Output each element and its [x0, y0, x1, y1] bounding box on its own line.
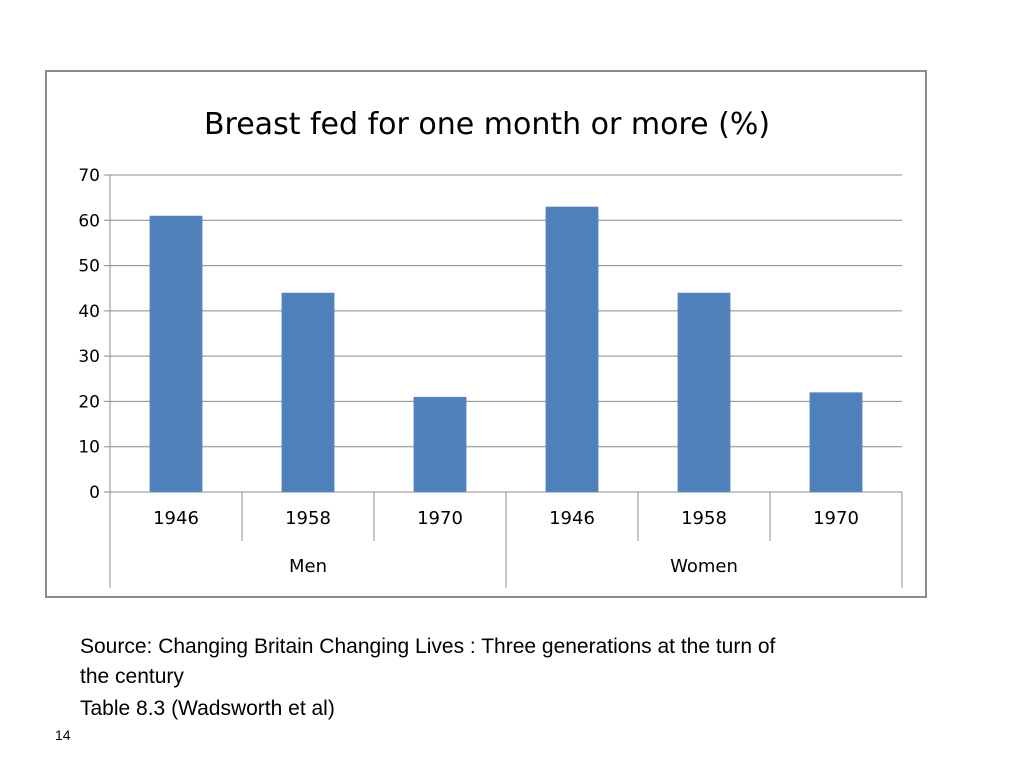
source-line-2: the century	[80, 665, 184, 688]
x-category-label: 1970	[813, 508, 859, 529]
y-tick-label: 60	[78, 211, 100, 231]
y-tick-label: 10	[78, 438, 100, 458]
bar	[677, 292, 731, 492]
x-category-label: 1970	[417, 508, 463, 529]
y-tick-label: 0	[89, 483, 100, 503]
bar-chart: Breast fed for one month or more (%) 0 10…	[78, 107, 903, 588]
y-tick-label: 20	[78, 392, 100, 412]
x-category-label: 1958	[681, 508, 727, 529]
chart-title: Breast fed for one month or more (%)	[204, 107, 770, 142]
y-tick-label: 70	[78, 166, 100, 186]
y-tick-label: 50	[78, 257, 100, 277]
x-group-label: Women	[670, 556, 738, 577]
x-category-label: 1946	[549, 508, 595, 529]
x-group-label: Men	[289, 556, 327, 577]
bar	[809, 392, 863, 492]
y-tick-label: 30	[78, 347, 100, 367]
bar	[413, 396, 467, 492]
source-line-3: Table 8.3 (Wadsworth et al)	[80, 697, 335, 720]
y-tick-label: 40	[78, 302, 100, 322]
chart-frame: Breast fed for one month or more (%) 0 10…	[45, 70, 927, 598]
source-line-1: Source: Changing Britain Changing Lives …	[80, 635, 776, 658]
bar	[281, 292, 335, 492]
slide-number: 14	[55, 727, 71, 743]
x-category-label: 1958	[285, 508, 331, 529]
x-category-label: 1946	[153, 508, 199, 529]
bar	[545, 206, 599, 492]
bar	[149, 215, 203, 492]
